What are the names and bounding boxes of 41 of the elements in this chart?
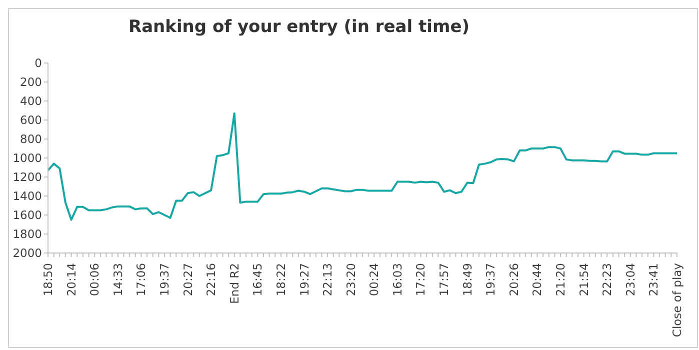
x-tick-label: 22:23	[600, 263, 614, 296]
line-series	[47, 112, 678, 221]
y-tick-label: 2000	[12, 246, 42, 260]
x-tick-label: End R2	[227, 263, 242, 304]
y-tick-label: 1000	[12, 151, 42, 166]
x-tick-label: 16:03	[390, 263, 404, 296]
x-tick-label: 22:13	[320, 263, 335, 296]
x-tick-label: 18:50	[41, 263, 55, 296]
x-tick-label: 23:04	[623, 263, 638, 296]
x-tick-label: 16:45	[250, 263, 265, 296]
x-tick-label: 19:37	[484, 263, 498, 296]
y-tick-label: 1200	[12, 170, 42, 184]
x-tick-label: 00:24	[367, 263, 382, 296]
chart-title: Ranking of your entry (in real time)	[127, 17, 470, 37]
x-tick-label: Close of play	[670, 262, 684, 338]
x-tick-label: 17:20	[414, 263, 428, 296]
x-tick-label: 14:33	[110, 263, 125, 296]
y-tick-label: 1800	[12, 227, 42, 242]
x-tick-label: 18:49	[460, 263, 474, 296]
y-tick-label: 1400	[12, 189, 42, 204]
x-tick-label: 20:44	[530, 263, 544, 296]
x-tick-label: 23:41	[646, 263, 661, 296]
y-tick-label: 400	[20, 94, 42, 108]
x-tick-label: 23:20	[344, 263, 358, 296]
x-tick-label: 00:06	[88, 263, 102, 296]
y-tick-label: 200	[20, 75, 42, 90]
x-tick-label: 21:54	[576, 263, 591, 296]
x-tick-label: 21:20	[554, 263, 568, 296]
x-tick-label: 20:14	[64, 263, 78, 296]
x-tick-label: 20:27	[180, 263, 195, 296]
x-tick-label: 17:57	[437, 263, 452, 296]
y-tick-label: 1600	[12, 208, 42, 222]
x-tick-label: 22:16	[204, 263, 218, 296]
y-tick-label: 800	[20, 132, 42, 146]
y-tick-label: 0	[34, 56, 42, 70]
x-tick-label: 17:06	[134, 263, 148, 296]
x-tick-label: 18:22	[274, 263, 288, 296]
y-tick-label: 600	[20, 113, 42, 128]
x-tick-label: 19:27	[297, 263, 312, 296]
x-tick-label: 20:26	[506, 263, 521, 296]
x-tick-label: 19:37	[157, 263, 172, 296]
